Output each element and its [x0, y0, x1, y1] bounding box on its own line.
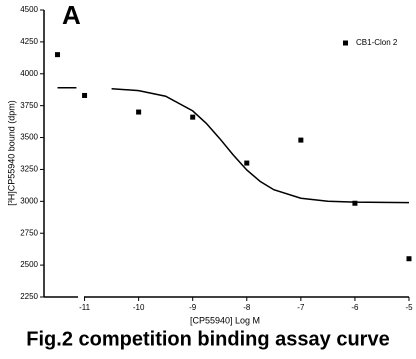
point [136, 109, 142, 115]
point [406, 256, 412, 262]
x-axis-label: [CP55940] Log M [190, 315, 260, 325]
x-tick-label: -7 [297, 303, 305, 312]
y-tick-label: 4500 [20, 5, 38, 14]
y-tick-label: 2500 [20, 260, 38, 269]
x-tick-label: -8 [243, 303, 251, 312]
x-tick-label: -11 [79, 303, 91, 312]
y-tick-label: 3000 [20, 196, 38, 205]
caption: Fig.2 competition binding assay curve [26, 328, 389, 350]
y-tick-label: 2250 [20, 292, 38, 301]
y-tick-label: 4250 [20, 37, 38, 46]
x-tick-label: -6 [351, 303, 359, 312]
point [55, 52, 61, 58]
y-tick-label: 2750 [20, 228, 38, 237]
panel-label: A [62, 0, 81, 30]
legend-marker [343, 40, 348, 46]
y-tick-label: 3750 [20, 101, 38, 110]
point [298, 137, 304, 143]
point [190, 114, 196, 120]
y-tick-label: 3500 [20, 133, 38, 142]
y-axis-label: [³H]CP55940 bound (dpm) [6, 100, 16, 206]
legend-label: CB1-Clon 2 [356, 38, 398, 47]
y-tick-label: 4000 [20, 69, 38, 78]
x-tick-label: -10 [133, 303, 145, 312]
point [244, 160, 250, 166]
y-tick-label: 3250 [20, 165, 38, 174]
x-tick-label: -5 [405, 303, 413, 312]
point [82, 92, 88, 98]
point [352, 200, 358, 206]
fit-curve [111, 87, 410, 204]
x-tick-label: -9 [189, 303, 197, 312]
